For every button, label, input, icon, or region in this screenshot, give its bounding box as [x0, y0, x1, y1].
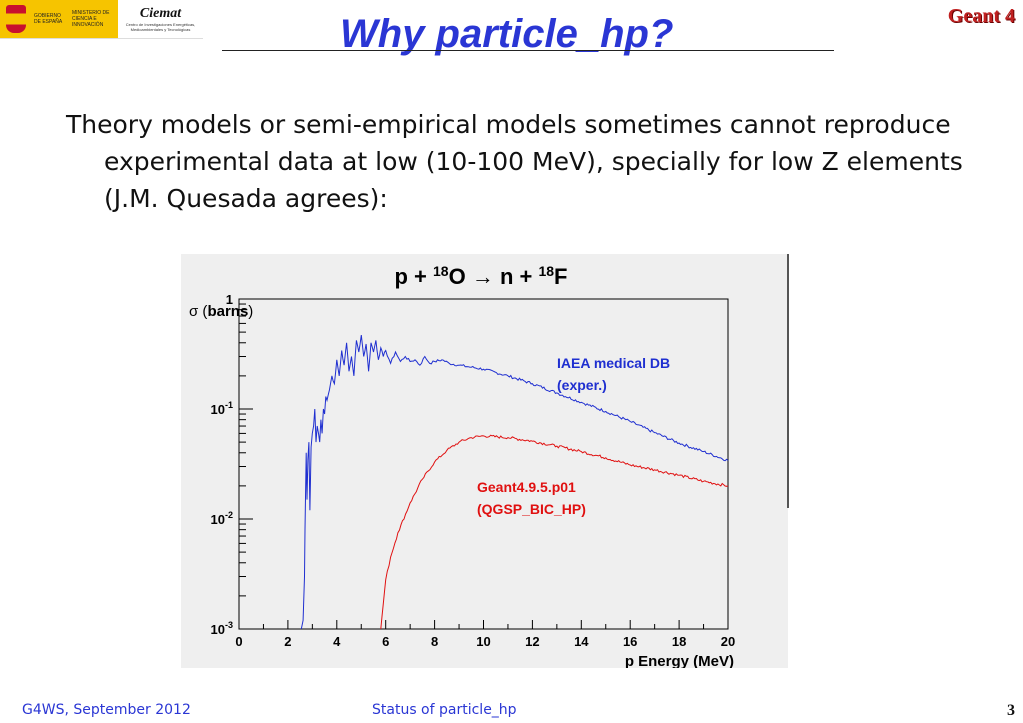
label-geant4: (QGSP_BIC_HP) — [477, 501, 586, 517]
label-iaea: IAEA medical DB — [557, 355, 670, 371]
gobierno-logo-text: GOBIERNO DE ESPAÑA — [34, 13, 63, 25]
x-tick-label: 10 — [476, 634, 490, 649]
x-tick-label: 20 — [721, 634, 735, 649]
x-tick-label: 12 — [525, 634, 539, 649]
y-tick-label: 1 — [226, 292, 233, 307]
ciemat-logo-wordmark: Ciemat — [139, 6, 182, 21]
x-tick-label: 8 — [431, 634, 438, 649]
chart-panel: p + 18O → n + 18F σ (barns) p Energy (Me… — [181, 254, 788, 670]
title-underline — [222, 50, 834, 51]
axis-ticks: 0 2 4 6 8 10 12 14 16 18 20 1 10-1 10-2 10-3 — [211, 292, 736, 649]
chart-edge-bar — [787, 254, 789, 508]
slide-body-text: Theory models or semi-empirical models s… — [66, 110, 963, 213]
footer-title: Status of particle_hp — [372, 702, 517, 718]
series-group — [300, 335, 729, 630]
x-axis-label: p Energy (MeV) — [625, 653, 734, 668]
label-geant4: Geant4.9.5.p01 — [477, 479, 576, 495]
y-tick-label: 10-1 — [211, 400, 233, 417]
x-tick-label: 0 — [235, 634, 242, 649]
ciemat-logo: Ciemat Centro de Investigaciones Energét… — [118, 0, 203, 38]
x-tick-label: 6 — [382, 634, 389, 649]
gobierno-logo: GOBIERNO DE ESPAÑA MINISTERIO DE CIENCIA… — [0, 0, 118, 38]
page-number: 3 — [1007, 702, 1015, 719]
chart-title: p + 18O → n + 18F — [395, 263, 568, 289]
y-tick-label: 10-2 — [211, 510, 233, 527]
plot-frame — [238, 298, 729, 630]
x-tick-label: 4 — [333, 634, 341, 649]
footer-event: G4WS, September 2012 — [22, 702, 191, 718]
series-line-iaea — [300, 335, 729, 630]
spain-crest-icon — [6, 5, 26, 33]
ciemat-logo-subtitle: Centro de Investigaciones Energéticas, M… — [125, 22, 196, 32]
cross-section-chart: p + 18O → n + 18F σ (barns) p Energy (Me… — [189, 263, 736, 670]
x-tick-label: 2 — [284, 634, 291, 649]
header-logos: GOBIERNO DE ESPAÑA MINISTERIO DE CIENCIA… — [0, 0, 203, 39]
x-tick-label: 14 — [574, 634, 589, 649]
y-tick-label: 10-3 — [211, 620, 233, 637]
series-line-geant4 — [380, 434, 729, 630]
slide-title: Why particle_hp? — [340, 12, 674, 56]
x-tick-label: 16 — [623, 634, 637, 649]
geant4-brand: Geant 4 — [947, 5, 1015, 27]
y-axis-label: σ (barns) — [189, 303, 253, 320]
ministerio-logo-text: MINISTERIO DE CIENCIA E INNOVACIÓN — [72, 10, 110, 28]
series-labels: IAEA medical DB (exper.) Geant4.9.5.p01 (QG… — [477, 355, 670, 517]
label-iaea: (exper.) — [557, 377, 607, 393]
x-tick-label: 18 — [672, 634, 686, 649]
